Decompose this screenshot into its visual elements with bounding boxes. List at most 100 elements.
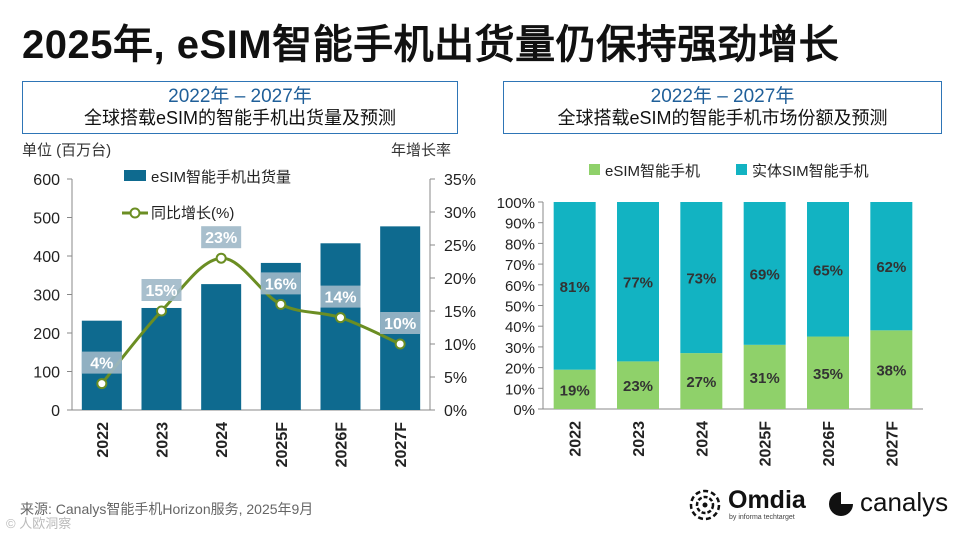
physical-share-label: 77% bbox=[623, 275, 653, 292]
growth-point bbox=[156, 305, 167, 317]
x-tick-label: 2027F bbox=[393, 422, 410, 468]
growth-data-label: 15% bbox=[145, 283, 177, 300]
left-axis-unit: 单位 (百万台) bbox=[22, 142, 112, 159]
x-tick-label: 2025F bbox=[758, 421, 775, 467]
left-y-tick-label: 100 bbox=[33, 365, 60, 382]
physical-sim-share-bar bbox=[743, 202, 786, 345]
esim-share-label: 35% bbox=[813, 366, 843, 383]
legend-physical-swatch bbox=[736, 164, 747, 175]
y-tick-label: 100% bbox=[497, 195, 535, 212]
left-chart-period: 2022年 – 2027年 bbox=[168, 86, 312, 107]
left-y-tick-label: 200 bbox=[33, 326, 60, 343]
source-note: 来源: Canalys智能手机Horizon服务, 2025年9月 bbox=[20, 501, 314, 517]
growth-label-bg bbox=[380, 312, 421, 334]
esim-share-label: 38% bbox=[876, 363, 906, 380]
growth-label-bg bbox=[201, 226, 242, 249]
legend-esim-label: eSIM智能手机 bbox=[605, 162, 700, 180]
growth-label-bg bbox=[81, 351, 122, 374]
left-y-tick-label: 400 bbox=[33, 249, 60, 266]
growth-data-label: 4% bbox=[90, 356, 113, 373]
left-chart-title: 全球搭载eSIM的智能手机出货量及预测 bbox=[83, 108, 396, 128]
left-y-tick-label: 600 bbox=[33, 172, 60, 189]
legend-bar-label: eSIM智能手机出货量 bbox=[151, 168, 291, 186]
esim-share-label: 31% bbox=[750, 370, 780, 387]
share-chart: 0% 10% 20% 30% 40% 50% 60% 70% 80% 90% 100% 19% 81% 2… bbox=[497, 162, 923, 467]
shipment-bar bbox=[320, 243, 361, 410]
right-y-tick-label: 35% bbox=[444, 172, 476, 189]
x-tick-label: 2025F bbox=[274, 422, 291, 468]
growth-point bbox=[394, 338, 406, 350]
left-chart-title-box: 2022年 – 2027年 全球搭载eSIM的智能手机出货量及预测 bbox=[22, 81, 458, 134]
right-y-tick-label: 30% bbox=[444, 205, 476, 222]
growth-data-label: 16% bbox=[265, 276, 297, 293]
shipment-bar bbox=[141, 307, 182, 410]
growth-point bbox=[335, 312, 346, 324]
growth-label-bg bbox=[141, 279, 182, 301]
right-y-tick-label: 15% bbox=[444, 304, 476, 321]
x-tick-label: 2024 bbox=[214, 422, 231, 458]
legend-physical-label: 实体SIM智能手机 bbox=[752, 162, 869, 180]
growth-data-label: 23% bbox=[205, 230, 237, 247]
legend-esim-swatch bbox=[589, 164, 600, 175]
omdia-logo-subtitle: by informa techtarget bbox=[729, 514, 795, 521]
growth-data-label: 10% bbox=[384, 316, 416, 333]
legend-line-marker bbox=[129, 207, 141, 219]
x-tick-label: 2026F bbox=[821, 421, 838, 467]
y-tick-label: 40% bbox=[505, 319, 535, 336]
esim-share-bar bbox=[680, 353, 723, 409]
x-tick-label: 2023 bbox=[155, 422, 172, 458]
x-tick-label: 2023 bbox=[631, 421, 648, 457]
esim-share-label: 27% bbox=[686, 374, 716, 391]
y-tick-label: 20% bbox=[505, 361, 535, 378]
esim-share-bar bbox=[617, 361, 659, 409]
physical-share-label: 73% bbox=[686, 271, 716, 288]
right-axis-unit: 年增长率 bbox=[391, 142, 452, 159]
page-title: 2025年, eSIM智能手机出货量仍保持强劲增长 bbox=[22, 23, 840, 67]
growth-label-bg bbox=[320, 285, 361, 308]
physical-share-label: 62% bbox=[876, 259, 906, 276]
right-y-tick-label: 10% bbox=[444, 337, 476, 354]
growth-point bbox=[96, 378, 108, 390]
omdia-logo-text: Omdia bbox=[728, 486, 806, 514]
growth-point bbox=[215, 252, 227, 264]
shipment-bar bbox=[201, 284, 242, 410]
growth-point bbox=[275, 298, 287, 310]
esim-share-bar bbox=[807, 336, 849, 409]
right-chart-period: 2022年 – 2027年 bbox=[650, 86, 795, 107]
canalys-logo-icon bbox=[829, 492, 853, 516]
physical-sim-share-bar bbox=[870, 202, 913, 331]
physical-sim-share-bar bbox=[617, 202, 659, 362]
physical-sim-share-bar bbox=[680, 202, 723, 354]
shipments-chart: 0 100 200 300 400 500 600 0% 5% 10% 15% 20% 25% 30% 35… bbox=[33, 168, 476, 468]
left-y-tick-label: 500 bbox=[33, 211, 60, 228]
esim-share-bar bbox=[553, 369, 596, 409]
esim-share-bar bbox=[743, 344, 786, 409]
growth-data-label: 14% bbox=[324, 290, 356, 307]
y-tick-label: 50% bbox=[505, 299, 535, 316]
left-y-tick-label: 300 bbox=[33, 288, 60, 305]
physical-sim-share-bar bbox=[553, 202, 596, 370]
physical-share-label: 65% bbox=[813, 262, 843, 279]
esim-share-label: 23% bbox=[623, 378, 653, 395]
legend-line-label: 同比增长(%) bbox=[151, 205, 234, 222]
right-y-tick-label: 0% bbox=[444, 403, 467, 420]
y-tick-label: 80% bbox=[505, 236, 535, 253]
x-tick-label: 2024 bbox=[694, 421, 711, 457]
right-y-tick-label: 25% bbox=[444, 238, 476, 255]
right-chart-title: 全球搭载eSIM的智能手机市场份额及预测 bbox=[557, 108, 888, 128]
left-y-tick-label: 0 bbox=[51, 403, 60, 420]
x-tick-label: 2022 bbox=[568, 421, 585, 457]
right-y-tick-label: 5% bbox=[444, 370, 467, 387]
y-tick-label: 70% bbox=[505, 257, 535, 274]
y-tick-label: 30% bbox=[505, 340, 535, 357]
y-tick-label: 10% bbox=[505, 381, 535, 398]
esim-share-label: 19% bbox=[560, 382, 590, 399]
physical-share-label: 69% bbox=[750, 266, 780, 283]
right-y-tick-label: 20% bbox=[444, 271, 476, 288]
x-tick-label: 2022 bbox=[95, 422, 112, 458]
esim-share-bar bbox=[870, 330, 913, 409]
physical-sim-share-bar bbox=[807, 202, 849, 337]
x-tick-label: 2027F bbox=[884, 421, 901, 467]
y-tick-label: 60% bbox=[505, 278, 535, 295]
canalys-logo-text: canalys bbox=[860, 487, 949, 517]
